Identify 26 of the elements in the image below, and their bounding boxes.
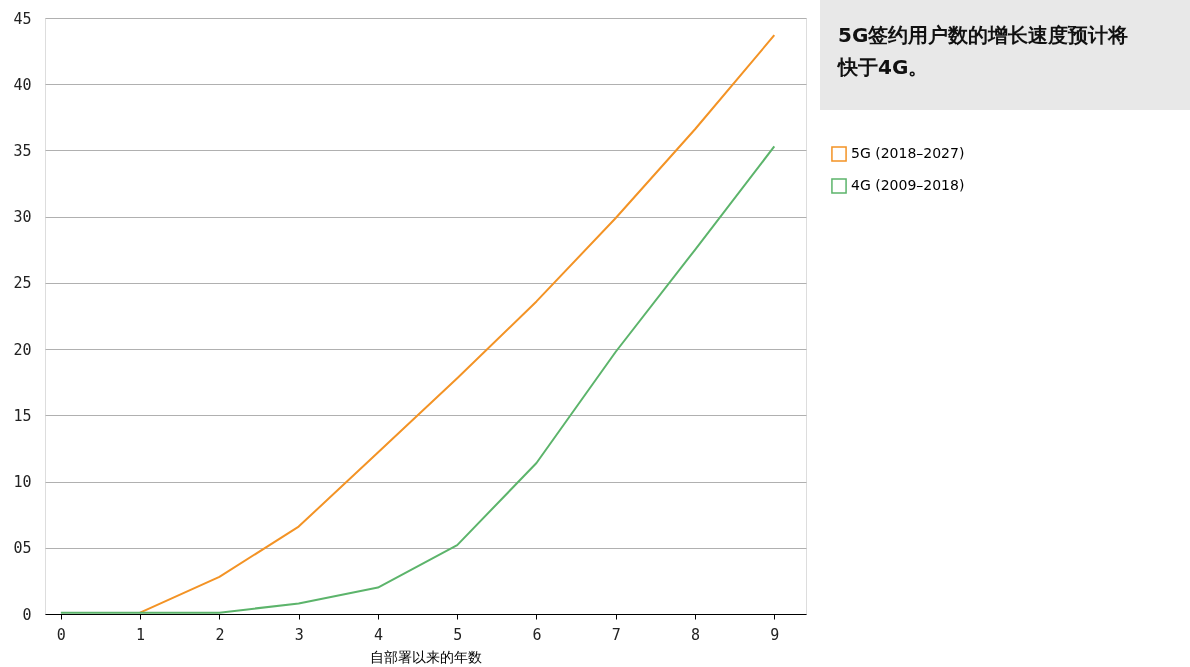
x-tick-label: 9 [770, 625, 780, 644]
x-tick-label: 4 [373, 625, 383, 644]
legend-label: 4G (2009–2018) [851, 177, 965, 193]
x-tick-label: 3 [294, 625, 304, 644]
text: 5G签约用户数的增长速度预计将快于4G。 [836, 23, 1129, 79]
x-tick-label: 5 [453, 625, 463, 644]
x-axis-title: 自部署以来的年数 [370, 648, 482, 665]
line-series [59, 145, 776, 614]
y-tick-label: 25 [13, 274, 32, 293]
line-series [139, 34, 776, 614]
y-tick-label: 0 [22, 605, 32, 624]
y-tick-label: 05 [13, 539, 32, 558]
x-tick-label: 8 [691, 625, 701, 644]
x-tick-label: 7 [611, 625, 621, 644]
y-tick-label: 40 [13, 75, 32, 94]
y-tick-label: 30 [13, 208, 32, 227]
x-tick-label: 2 [215, 625, 225, 644]
y-tick-label: 20 [13, 340, 32, 359]
x-tick-label: 1 [136, 625, 146, 644]
x-tick-label: 6 [532, 625, 542, 644]
y-tick-label: 15 [13, 406, 32, 425]
y-tick-label: 45 [13, 9, 32, 28]
legend-label: 5G (2018–2027) [851, 145, 965, 161]
y-tick-label: 10 [13, 473, 32, 492]
y-tick-label: 35 [13, 141, 32, 160]
x-tick-label: 0 [56, 625, 66, 644]
